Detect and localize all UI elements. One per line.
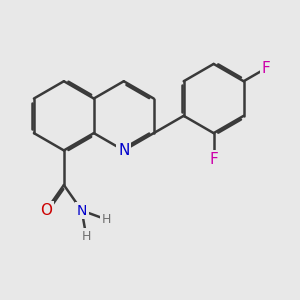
- Text: N: N: [118, 143, 130, 158]
- Text: H: H: [101, 213, 111, 226]
- Text: F: F: [262, 61, 271, 76]
- Text: F: F: [209, 152, 218, 166]
- Text: H: H: [82, 230, 91, 243]
- Text: N: N: [76, 203, 87, 218]
- Text: O: O: [40, 203, 52, 218]
